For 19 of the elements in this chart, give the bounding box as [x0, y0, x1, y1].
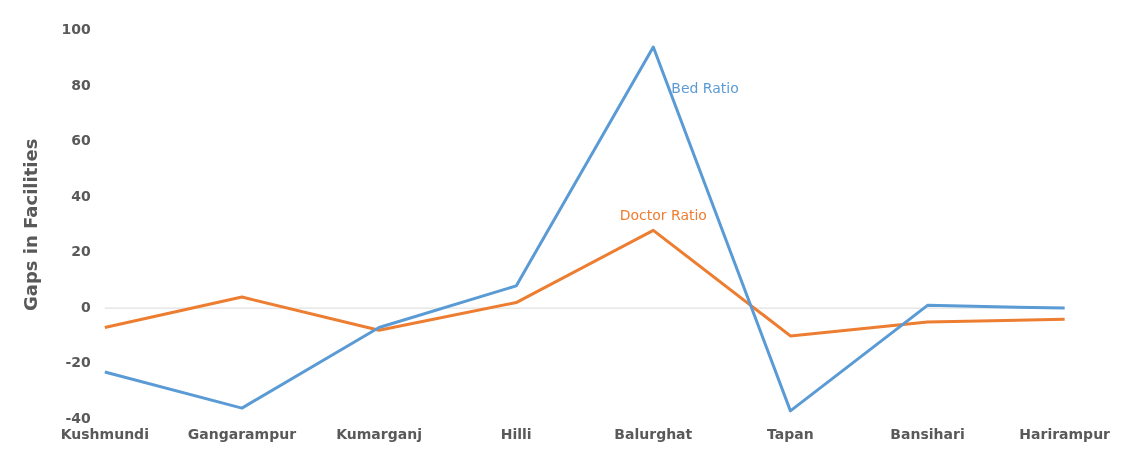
series-label: Bed Ratio	[671, 80, 739, 97]
x-tick-label: Tapan	[767, 426, 814, 443]
x-tick-label: Gangarampur	[187, 426, 297, 443]
y-tick-label: 80	[71, 76, 92, 93]
y-tick-label: 40	[71, 187, 92, 204]
y-tick-label: 100	[61, 21, 92, 38]
series-label: Doctor Ratio	[619, 207, 707, 224]
y-axis-title: Gaps in Facilities	[20, 138, 42, 311]
x-tick-label: Hilli	[500, 426, 532, 443]
y-tick-label: 0	[81, 298, 92, 315]
x-tick-label: Balurghat	[614, 426, 693, 443]
y-tick-label: -40	[65, 409, 92, 426]
y-tick-label: 20	[71, 243, 92, 260]
y-tick-label: 60	[71, 132, 92, 149]
x-tick-label: Kumarganj	[336, 426, 422, 443]
x-tick-label: Harirampur	[1019, 426, 1111, 443]
x-tick-label: Kushmundi	[60, 426, 149, 443]
y-tick-label: -20	[65, 354, 92, 371]
x-tick-label: Bansihari	[890, 426, 965, 443]
